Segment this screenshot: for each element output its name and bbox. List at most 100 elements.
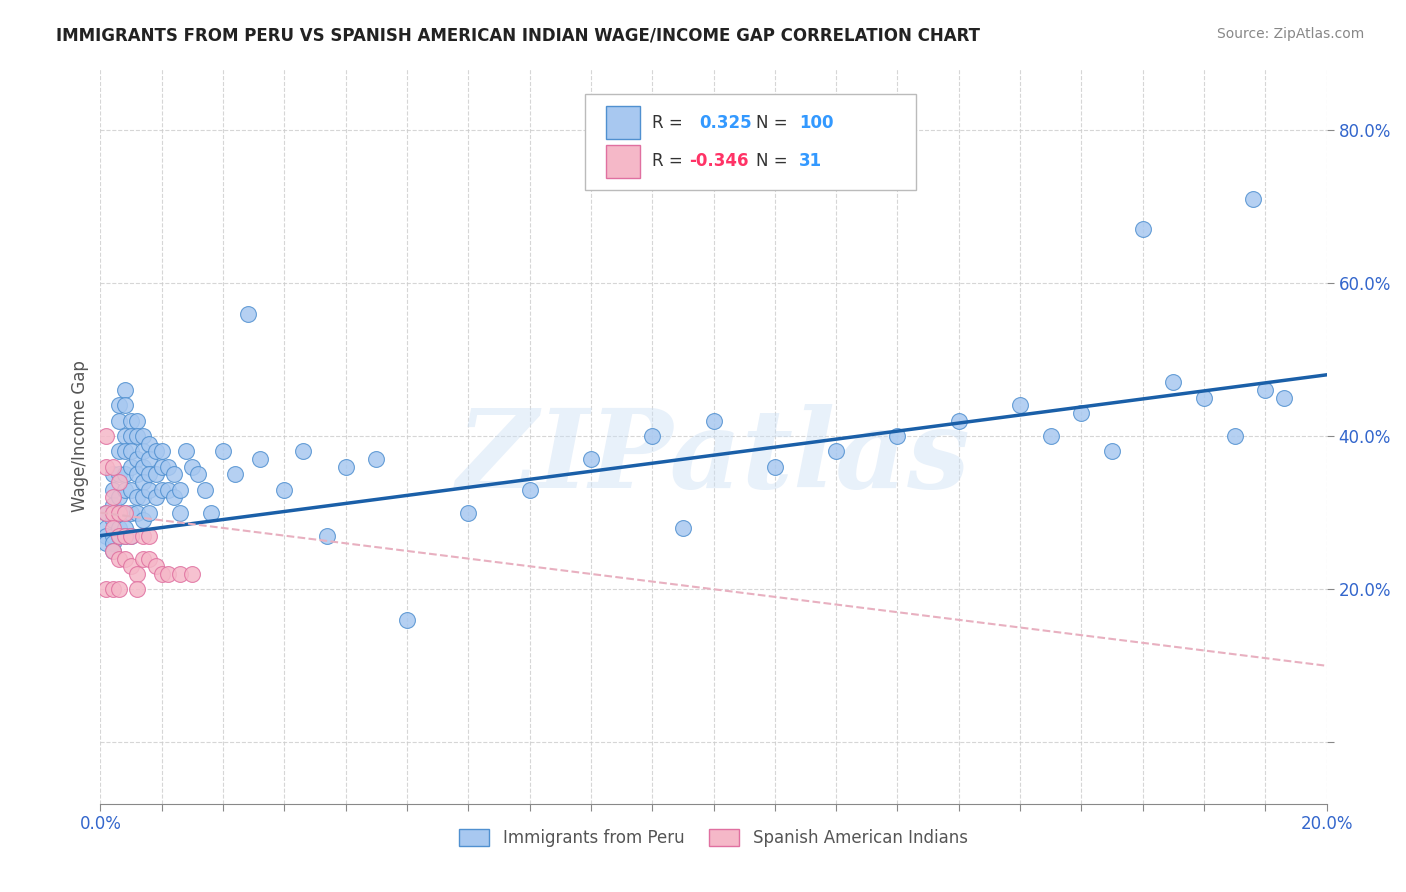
FancyBboxPatch shape (606, 145, 640, 178)
Point (107, 475, 129, 489)
Point (145, 559, 167, 574)
Point (150, 483, 173, 497)
Point (114, 383, 136, 397)
Point (101, 582, 124, 597)
Point (127, 452, 149, 467)
Point (181, 566, 204, 581)
Point (145, 444, 167, 458)
Point (169, 506, 191, 520)
Point (114, 429, 136, 443)
Point (291, 444, 314, 458)
Text: Source: ZipAtlas.com: Source: ZipAtlas.com (1216, 27, 1364, 41)
Text: R =: R = (652, 153, 688, 170)
Point (236, 307, 259, 321)
Point (107, 528, 129, 542)
Point (145, 467, 167, 482)
Point (702, 414, 724, 428)
Point (107, 399, 129, 413)
Point (132, 475, 155, 489)
Point (127, 491, 149, 505)
Point (886, 429, 908, 443)
Point (138, 551, 160, 566)
Point (127, 414, 149, 428)
Point (107, 506, 129, 520)
Point (249, 452, 271, 467)
Point (138, 483, 160, 497)
Point (457, 506, 479, 520)
Point (96, 582, 118, 597)
Point (120, 528, 142, 542)
Point (132, 491, 155, 505)
Point (1272, 391, 1295, 405)
Point (114, 521, 136, 535)
Point (150, 459, 173, 474)
Point (163, 491, 186, 505)
Point (194, 483, 217, 497)
Point (107, 521, 129, 535)
Point (127, 429, 149, 443)
Point (366, 452, 388, 467)
Point (316, 528, 339, 542)
Text: ZIPatlas: ZIPatlas (457, 404, 970, 512)
Point (114, 528, 136, 542)
Point (1039, 429, 1062, 443)
Point (174, 444, 197, 458)
Point (114, 467, 136, 482)
Point (672, 521, 695, 535)
Point (120, 429, 142, 443)
Text: -0.346: -0.346 (689, 153, 748, 170)
Point (138, 528, 160, 542)
Point (101, 483, 124, 497)
FancyBboxPatch shape (585, 95, 915, 190)
Point (114, 506, 136, 520)
Text: 100: 100 (800, 113, 834, 132)
Y-axis label: Wage/Income Gap: Wage/Income Gap (72, 360, 89, 512)
Point (120, 528, 142, 542)
Point (127, 506, 149, 520)
Point (224, 467, 246, 482)
Point (169, 566, 191, 581)
Point (138, 452, 160, 467)
Point (1070, 406, 1092, 420)
Point (120, 483, 142, 497)
Point (763, 459, 786, 474)
Point (212, 444, 235, 458)
Point (127, 582, 149, 597)
Point (145, 491, 167, 505)
Point (101, 528, 124, 542)
Point (96, 429, 118, 443)
Point (519, 483, 541, 497)
FancyBboxPatch shape (606, 106, 640, 139)
Point (1241, 192, 1264, 206)
Point (641, 429, 664, 443)
Point (132, 429, 155, 443)
Point (107, 551, 129, 566)
Point (101, 467, 124, 482)
Point (1254, 383, 1277, 397)
Point (150, 566, 173, 581)
Point (96, 528, 118, 542)
Point (132, 459, 155, 474)
Point (181, 459, 204, 474)
Point (120, 559, 142, 574)
Point (1192, 391, 1215, 405)
Point (107, 491, 129, 505)
Point (120, 444, 142, 458)
Point (579, 452, 602, 467)
Point (107, 506, 129, 520)
Point (132, 513, 155, 527)
Text: IMMIGRANTS FROM PERU VS SPANISH AMERICAN INDIAN WAGE/INCOME GAP CORRELATION CHAR: IMMIGRANTS FROM PERU VS SPANISH AMERICAN… (56, 27, 980, 45)
Point (335, 459, 357, 474)
Point (120, 414, 142, 428)
Text: 0.325: 0.325 (699, 113, 751, 132)
Text: R =: R = (652, 113, 688, 132)
Text: N =: N = (756, 153, 793, 170)
Point (114, 399, 136, 413)
Point (138, 467, 160, 482)
Point (200, 506, 222, 520)
Point (101, 544, 124, 558)
Point (156, 459, 179, 474)
Point (948, 414, 970, 428)
Point (825, 444, 848, 458)
Point (107, 467, 129, 482)
